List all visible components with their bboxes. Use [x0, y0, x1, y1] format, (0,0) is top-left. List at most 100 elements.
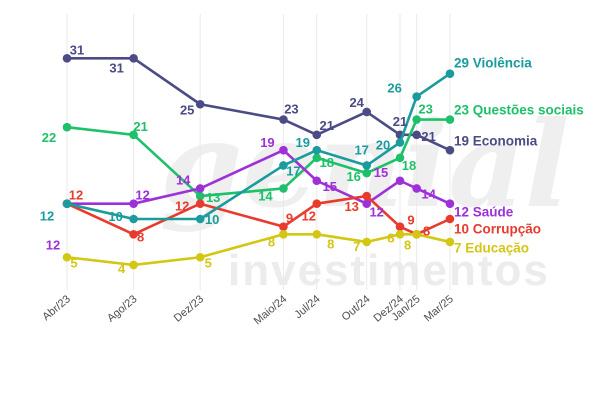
value-label: 10 — [108, 209, 122, 224]
data-point — [279, 222, 288, 231]
value-label: 12 — [369, 205, 383, 220]
value-label: 21 — [421, 129, 435, 144]
value-label: 21 — [393, 114, 407, 129]
value-label: 26 — [387, 81, 401, 96]
value-label: 22 — [42, 130, 56, 145]
data-point — [279, 230, 288, 239]
series-end-label: 7 Educação — [454, 241, 529, 256]
series-end-label: 19 Economia — [454, 134, 538, 149]
value-label: 5 — [70, 255, 77, 270]
value-label: 19 — [260, 135, 274, 150]
value-label: 14 — [421, 186, 436, 201]
value-label: 16 — [346, 169, 360, 184]
value-label: 25 — [180, 102, 194, 117]
series-educacao — [62, 230, 455, 270]
data-point — [362, 161, 372, 170]
series-end-label: 23 Questões sociais — [454, 103, 584, 118]
value-label: 17 — [354, 142, 368, 157]
data-point — [445, 199, 455, 208]
series-saude — [62, 145, 455, 208]
data-point — [279, 115, 288, 124]
value-label: 18 — [320, 155, 334, 170]
data-point — [62, 252, 72, 262]
data-point — [412, 92, 421, 101]
data-point — [445, 214, 455, 224]
value-label: 17 — [286, 163, 300, 178]
x-axis-label: Ago/23 — [105, 293, 139, 325]
value-label: 18 — [402, 158, 416, 173]
data-point — [362, 199, 372, 208]
value-label: 21 — [320, 118, 334, 133]
value-label: 8 — [387, 230, 394, 245]
series-violencia — [62, 69, 455, 224]
data-point — [195, 184, 205, 193]
x-axis-label: Dez/23 — [172, 293, 206, 325]
value-label: 31 — [70, 42, 84, 57]
data-point — [129, 214, 138, 224]
data-point — [362, 107, 372, 117]
data-point — [129, 260, 138, 270]
x-axis-label: Abr/23 — [40, 293, 73, 323]
value-label: 14 — [176, 172, 191, 187]
value-label: 8 — [327, 236, 334, 251]
x-axis-label: Jul/24 — [292, 293, 322, 321]
data-point — [279, 184, 288, 193]
labels-saude: 12 12 14 19 15 12 15 14 12 Saúde — [46, 135, 514, 253]
data-point — [129, 130, 138, 140]
value-label: 23 — [418, 102, 432, 117]
data-point — [279, 161, 288, 170]
data-point — [362, 168, 372, 178]
data-point — [312, 130, 322, 140]
value-label: 31 — [109, 60, 123, 75]
value-label: 7 — [353, 239, 360, 254]
x-axis-label: Out/24 — [340, 293, 373, 323]
series-end-label: 10 Corrupção — [454, 222, 541, 237]
data-point — [395, 138, 405, 147]
value-label: 23 — [284, 102, 298, 117]
data-point — [362, 191, 372, 201]
data-point — [412, 184, 421, 193]
data-point — [395, 153, 405, 163]
x-axis-label: Mar/25 — [422, 293, 456, 324]
data-point — [195, 252, 205, 262]
labels-economia: 31 31 25 23 21 24 21 21 19 Economia — [70, 42, 538, 148]
data-point — [312, 176, 322, 186]
value-label: 9 — [407, 213, 414, 228]
data-point — [395, 222, 405, 231]
data-point — [445, 237, 455, 247]
data-point — [279, 145, 288, 155]
data-point — [412, 130, 421, 140]
value-label: 12 — [69, 188, 83, 203]
value-label: 15 — [323, 179, 337, 194]
labels-educacao: 5 4 58 8 78 8 7 Educação — [70, 230, 529, 276]
series-end-label: 12 Saúde — [454, 205, 514, 220]
series-line — [67, 57, 451, 152]
data-point — [129, 230, 138, 239]
data-point — [62, 122, 72, 132]
value-label: 12 — [135, 188, 149, 203]
data-point — [412, 115, 421, 124]
data-point — [312, 145, 322, 155]
data-point — [195, 214, 205, 224]
value-label: 19 — [296, 135, 310, 150]
value-label: 12 — [175, 199, 189, 214]
gridlines — [66, 14, 451, 290]
data-point — [362, 237, 372, 247]
value-label: 4 — [118, 261, 126, 276]
data-point — [62, 199, 72, 208]
data-point — [412, 230, 421, 239]
value-label: 8 — [137, 229, 144, 244]
data-point — [395, 176, 405, 186]
labels-questoes-sociais: 22 21 13 14 18 16 18 23 23 Questões sociais — [42, 102, 584, 206]
data-point — [312, 199, 322, 208]
value-label: 21 — [133, 119, 147, 134]
series-questoes-sociais — [62, 115, 455, 201]
value-label: 9 — [286, 211, 293, 226]
data-point — [129, 54, 138, 63]
value-label: 14 — [258, 188, 273, 203]
value-label: 12 — [46, 238, 60, 253]
data-point — [445, 69, 455, 78]
